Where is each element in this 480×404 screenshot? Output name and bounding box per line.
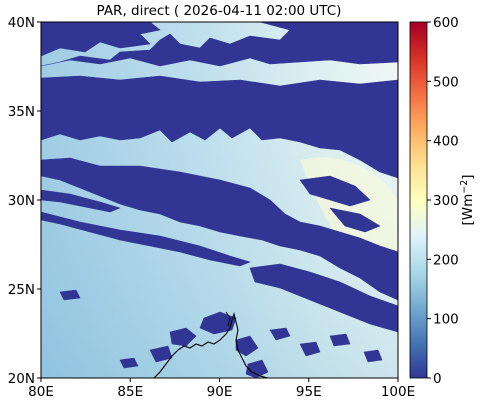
- x-tick-label: 85E: [117, 384, 143, 400]
- colorbar: [409, 21, 428, 379]
- x-tick-label: 90E: [207, 384, 233, 400]
- colorbar-tick-label: 500: [433, 74, 459, 90]
- x-axis: 80E 85E 90E 95E 100E: [28, 378, 415, 400]
- colorbar-ticks: 0 100 200 300 400 500 600: [427, 15, 459, 387]
- y-tick-label: 25N: [8, 282, 35, 298]
- colorbar-tick-label: 100: [433, 312, 459, 328]
- colorbar-label: [Wm−2]: [459, 174, 476, 225]
- y-axis: 20N 25N 30N 35N 40N: [8, 15, 41, 387]
- x-tick-label: 95E: [296, 384, 322, 400]
- map-title: PAR, direct ( 2026-04-11 02:00 UTC): [97, 3, 342, 19]
- y-tick-label: 30N: [8, 193, 35, 209]
- x-tick-label: 100E: [381, 384, 415, 400]
- x-tick-label: 80E: [28, 384, 54, 400]
- colorbar-tick-label: 600: [433, 15, 459, 31]
- colorbar-tick-label: 400: [433, 134, 459, 150]
- y-tick-label: 20N: [8, 371, 35, 387]
- y-tick-label: 35N: [8, 104, 35, 120]
- colorbar-tick-label: 0: [433, 371, 442, 387]
- colorbar-tick-label: 200: [433, 252, 459, 268]
- map-area: [41, 22, 398, 378]
- y-tick-label: 40N: [8, 15, 35, 31]
- cloud-mask: [41, 22, 398, 378]
- coastline: [153, 312, 269, 378]
- colorbar-tick-label: 300: [433, 193, 459, 209]
